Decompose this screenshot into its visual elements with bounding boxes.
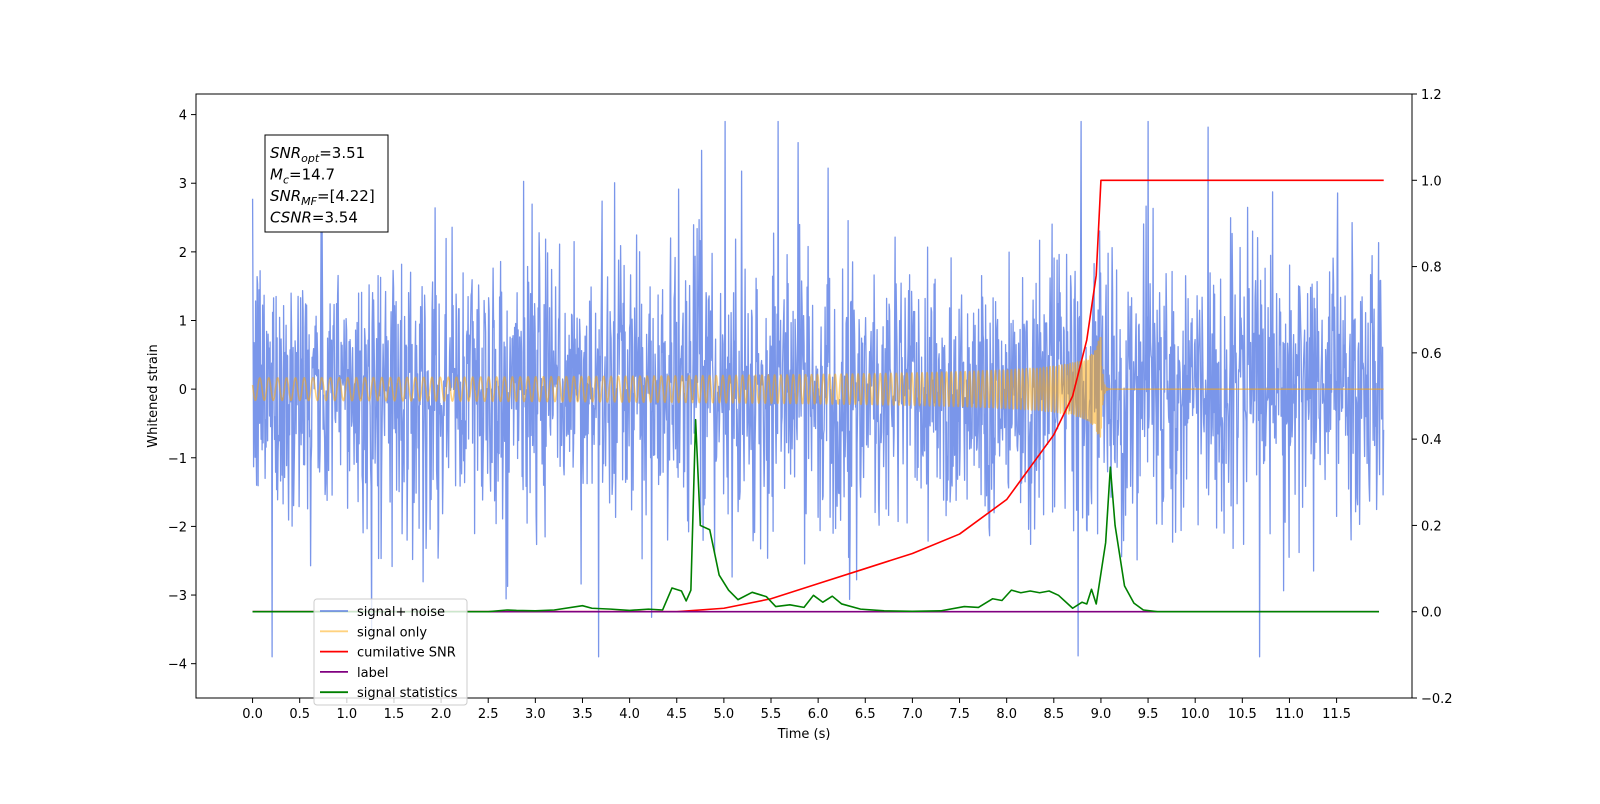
- x-tick-label: 10.0: [1181, 707, 1210, 722]
- x-axis-label: Time (s): [777, 727, 831, 742]
- y-axis-left: 4 3 2 1 0 −1 −2 −3 −4: [168, 109, 196, 673]
- y2-tick-label: −0.2: [1421, 692, 1453, 707]
- x-tick-label: 11.0: [1275, 707, 1304, 722]
- legend-entry: signal only: [357, 625, 427, 640]
- x-tick-label: 7.0: [902, 707, 923, 722]
- x-tick-label: 0.5: [289, 707, 310, 722]
- legend-entry: signal+ noise: [357, 605, 445, 620]
- annotation-line: Mc=14.7: [270, 166, 335, 187]
- legend-entry: cumilative SNR: [357, 646, 456, 661]
- x-tick-label: 8.0: [996, 707, 1017, 722]
- y-tick-label: −4: [168, 658, 187, 673]
- y-tick-label: −2: [168, 520, 187, 535]
- x-tick-label: 9.0: [1091, 707, 1112, 722]
- y-tick-label: 3: [179, 177, 187, 192]
- y2-tick-label: 0.0: [1421, 606, 1442, 621]
- x-tick-label: 2.0: [431, 707, 452, 722]
- x-tick-label: 6.5: [855, 707, 876, 722]
- y-axis-label: Whitened strain: [146, 344, 161, 447]
- x-tick-label: 3.0: [525, 707, 546, 722]
- x-tick-label: 1.0: [336, 707, 357, 722]
- x-tick-label: 1.5: [384, 707, 405, 722]
- x-tick-label: 4.0: [619, 707, 640, 722]
- y-axis-right: 1.2 1.0 0.8 0.6 0.4 0.2 0.0 −0.2: [1412, 88, 1453, 707]
- y-tick-label: 2: [179, 246, 187, 261]
- series-line-4: [252, 418, 1380, 613]
- x-tick-label: 2.5: [478, 707, 499, 722]
- plot-frame: [195, 93, 1413, 699]
- legend-entry: signal statistics: [357, 686, 458, 701]
- plot-area: [251, 120, 1385, 658]
- x-tick-label: 3.5: [572, 707, 593, 722]
- x-tick-label: 9.5: [1138, 707, 1159, 722]
- x-tick-label: 8.5: [1043, 707, 1064, 722]
- series-line-0: [251, 120, 1385, 658]
- annotation-line: SNRMF=[4.22]: [270, 187, 375, 208]
- y-tick-label: −3: [168, 589, 187, 604]
- x-tick-label: 11.5: [1322, 707, 1351, 722]
- x-tick-label: 4.5: [666, 707, 687, 722]
- y2-tick-label: 1.2: [1421, 88, 1442, 103]
- x-tick-label: 6.0: [808, 707, 829, 722]
- x-tick-label: 0.0: [242, 707, 263, 722]
- annotation-line: CSNR=3.54: [270, 209, 358, 227]
- series-line-1: [251, 336, 1385, 438]
- y2-tick-label: 0.6: [1421, 347, 1442, 362]
- x-tick-label: 5.0: [714, 707, 735, 722]
- x-tick-label: 10.5: [1228, 707, 1257, 722]
- annotation-box: [264, 134, 389, 233]
- y2-tick-label: 1.0: [1421, 174, 1442, 189]
- y2-tick-label: 0.2: [1421, 519, 1442, 534]
- legend-entry: label: [357, 666, 388, 681]
- y-tick-label: 1: [179, 315, 187, 330]
- y-tick-label: −1: [168, 452, 187, 467]
- y2-tick-label: 0.8: [1421, 261, 1442, 276]
- y-tick-label: 0: [179, 383, 187, 398]
- x-tick-label: 7.5: [949, 707, 970, 722]
- legend: signal+ noise signal only cumilative SNR la…: [313, 598, 468, 706]
- y2-tick-label: 0.4: [1421, 433, 1442, 448]
- y-tick-label: 4: [179, 109, 187, 124]
- legend-box: [313, 598, 468, 706]
- series-line-2: [252, 179, 1384, 613]
- x-axis: 0.0 0.5 1.0 1.5 2.0 2.5 3.0 3.5 4.0 4.5 5.0 5.5 6.0 6…: [242, 698, 1351, 722]
- annotation-line: SNRopt=3.51: [270, 144, 365, 165]
- x-tick-label: 5.5: [761, 707, 782, 722]
